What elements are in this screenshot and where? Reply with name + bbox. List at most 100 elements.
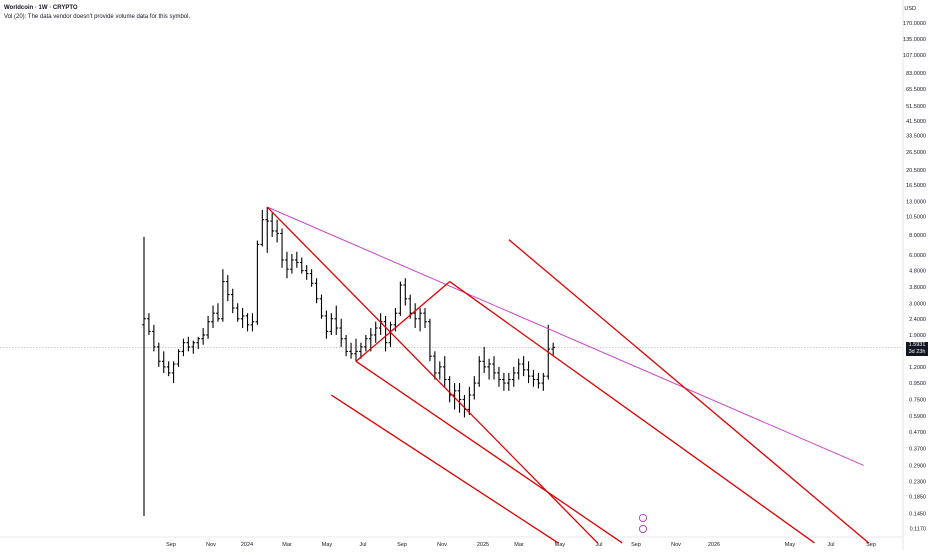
time-axis-ticks: Sep Nov 2024 Mar May Jul Sep Nov 2025 Mar May Jul Se…	[166, 542, 876, 548]
time-tick-label: Jul	[595, 542, 602, 548]
ohlc-bar	[260, 209, 265, 247]
price-tick-label: 0.3700	[909, 447, 926, 453]
symbol-title[interactable]: Worldcoin · 1W · CRYPTO	[4, 5, 78, 11]
ohlc-bar	[339, 318, 343, 347]
ohlc-bar	[147, 313, 151, 335]
current-price-value: 1.5931	[908, 342, 926, 349]
ohlc-bar	[230, 288, 235, 314]
ohlc-bar	[226, 275, 230, 301]
ohlc-bar	[324, 310, 329, 339]
ohlc-bar	[295, 251, 299, 268]
ohlc-bar	[359, 342, 363, 359]
ohlc-bar	[433, 351, 437, 380]
ohlc-bar	[388, 321, 393, 347]
ohlc-bar	[531, 369, 536, 387]
ohlc-bar	[156, 342, 161, 367]
price-tick-label: 0.5900	[909, 414, 926, 420]
time-tick-label: 2026	[708, 542, 720, 548]
price-tick-label: 3.8000	[909, 285, 926, 291]
time-tick-label: Nov	[206, 542, 216, 548]
ohlc-bar	[413, 303, 417, 329]
channel-line[interactable]	[266, 206, 599, 544]
ohlc-bar	[235, 303, 240, 322]
currency-label[interactable]: USD	[904, 6, 916, 12]
time-tick-label: Sep	[397, 542, 407, 548]
ohlc-bar	[487, 358, 491, 380]
channel-line[interactable]	[355, 360, 623, 544]
volume-note: Vol (20): The data vendor doesn't provid…	[4, 14, 191, 20]
time-tick-label: Sep	[166, 542, 176, 548]
price-tick-label: 2.4000	[909, 317, 926, 323]
ohlc-bar	[507, 372, 511, 391]
ohlc-bar	[166, 361, 171, 377]
ohlc-bar	[373, 321, 378, 343]
ohlc-bar	[240, 308, 245, 329]
ohlc-bar	[452, 383, 457, 410]
price-tick-label: 0.4700	[909, 430, 926, 436]
ohlc-bar	[467, 386, 472, 415]
time-tick-label: Nov	[671, 542, 681, 548]
price-tick-label: 4.8000	[909, 269, 926, 275]
price-tick-label: 10.5000	[906, 214, 926, 220]
ohlc-bar	[265, 207, 270, 253]
ohlc-bar	[354, 338, 358, 362]
time-tick-label: Mar	[282, 542, 292, 548]
ohlc-bar	[290, 253, 294, 274]
price-tick-label: 16.5000	[906, 183, 926, 189]
ohlc-bar	[280, 228, 284, 268]
ohlc-bar	[482, 346, 486, 373]
price-tick-label: 0.1170	[910, 526, 926, 532]
time-tick-label: Jul	[827, 542, 834, 548]
ohlc-bars	[142, 207, 555, 517]
ohlc-bar	[142, 236, 146, 517]
price-tick-label: 8.0000	[909, 233, 926, 239]
price-tick-label: 135.0000	[903, 37, 926, 43]
price-tick-label: 1.9000	[909, 333, 926, 339]
time-tick-label: 2024	[241, 542, 253, 548]
ohlc-bar	[526, 361, 531, 384]
ohlc-bar	[477, 356, 482, 387]
channel-line[interactable]	[355, 281, 451, 362]
trend-drawings[interactable]	[266, 206, 870, 544]
channel-line[interactable]	[508, 239, 870, 544]
time-tick-label: Jul	[359, 542, 366, 548]
ohlc-bar	[502, 372, 506, 391]
ohlc-bar	[304, 265, 309, 280]
price-tick-label: 6.0000	[909, 253, 926, 259]
ohlc-bar	[364, 334, 368, 352]
ohlc-bar	[521, 356, 526, 377]
ohlc-bar	[176, 349, 181, 367]
channel-line[interactable]	[449, 281, 815, 544]
ohlc-bar	[334, 305, 339, 335]
ohlc-bar	[368, 328, 373, 352]
event-marker-icon[interactable]	[639, 514, 648, 523]
price-tick-label: 41.5000	[906, 119, 926, 125]
ohlc-bar	[438, 361, 442, 380]
ohlc-bar	[344, 334, 348, 357]
price-tick-label: 0.9500	[909, 381, 926, 387]
descending-trendline[interactable]	[267, 206, 864, 466]
time-tick-label: Mar	[514, 542, 524, 548]
ohlc-bar	[536, 372, 541, 389]
event-markers[interactable]	[639, 514, 648, 534]
event-marker-icon[interactable]	[639, 525, 648, 534]
price-tick-label: 26.5000	[906, 150, 926, 156]
ohlc-bar	[201, 328, 205, 345]
price-tick-label: 0.2300	[909, 480, 926, 486]
channel-line[interactable]	[330, 394, 559, 544]
ohlc-bar	[285, 251, 289, 279]
ohlc-bar	[275, 219, 279, 243]
ohlc-bar	[492, 356, 496, 380]
ohlc-bar	[447, 376, 452, 403]
ohlc-bar	[319, 294, 324, 319]
ohlc-bar	[349, 342, 353, 359]
price-tick-label: 51.5000	[906, 104, 926, 110]
ohlc-bar	[457, 383, 462, 413]
ohlc-bar	[216, 303, 220, 322]
ohlc-bar	[250, 313, 255, 332]
time-tick-label: 2025	[477, 542, 489, 548]
ohlc-bar	[516, 358, 521, 380]
price-tick-label: 3.0000	[909, 301, 926, 307]
